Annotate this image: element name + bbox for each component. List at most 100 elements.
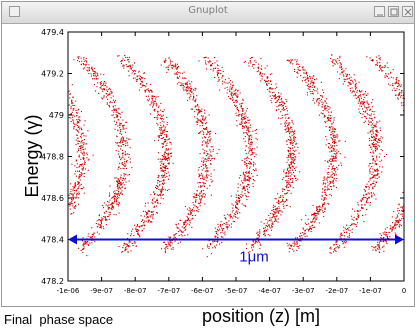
data-point [238, 115, 240, 117]
data-point [256, 146, 258, 148]
data-point [284, 102, 286, 104]
data-point [119, 122, 121, 124]
data-point [78, 177, 80, 179]
data-point [195, 100, 197, 102]
window-menu-button[interactable] [9, 6, 20, 17]
data-point [372, 59, 374, 61]
minimize-button[interactable] [374, 6, 385, 17]
data-point [138, 75, 140, 77]
data-point [153, 191, 155, 193]
data-point [200, 186, 202, 188]
data-point [106, 103, 108, 105]
data-point [74, 201, 76, 203]
data-point [217, 237, 219, 239]
data-point [386, 153, 388, 155]
data-point [402, 210, 404, 212]
data-point [248, 142, 250, 144]
data-point [335, 141, 337, 143]
data-point [195, 201, 197, 203]
data-point [86, 63, 88, 65]
data-point [249, 137, 251, 139]
data-point [122, 125, 124, 127]
data-point [342, 74, 344, 76]
data-point [103, 82, 105, 84]
data-point [245, 115, 247, 117]
close-button[interactable] [402, 6, 413, 17]
data-point [370, 146, 372, 148]
data-point [314, 220, 316, 222]
data-point [75, 185, 77, 187]
data-point [242, 194, 244, 196]
data-point [271, 101, 273, 103]
data-point [124, 250, 126, 252]
data-point [282, 197, 284, 199]
data-point [354, 210, 356, 212]
data-point [178, 231, 180, 233]
data-point [101, 88, 103, 90]
data-point [221, 227, 223, 229]
window-titlebar[interactable]: Gnuplot [2, 2, 414, 24]
data-point [324, 121, 326, 123]
data-point [217, 223, 219, 225]
data-point [368, 181, 370, 183]
data-point [229, 91, 231, 93]
data-point [192, 93, 194, 95]
data-point [247, 188, 249, 190]
data-point [257, 240, 259, 242]
data-point [364, 186, 366, 188]
data-point [125, 177, 127, 179]
data-point [257, 70, 259, 72]
data-point [140, 76, 142, 78]
data-point [248, 62, 250, 64]
data-point [396, 86, 398, 88]
data-point [381, 67, 383, 69]
data-point [292, 142, 294, 144]
data-point [163, 60, 165, 62]
data-point [166, 168, 168, 170]
data-point [200, 174, 202, 176]
data-point [313, 213, 315, 215]
data-point [330, 174, 332, 176]
data-point [226, 228, 228, 230]
maximize-button[interactable] [388, 6, 399, 17]
data-point [166, 124, 168, 126]
data-point [347, 229, 349, 231]
data-point [248, 177, 250, 179]
data-point [290, 246, 292, 248]
data-point [337, 58, 339, 60]
data-point [331, 160, 333, 162]
data-point [120, 131, 122, 133]
data-point [156, 188, 158, 190]
data-point [87, 244, 89, 246]
data-point [375, 123, 377, 125]
data-point [376, 174, 378, 176]
data-point [357, 215, 359, 217]
data-point [139, 75, 141, 77]
data-point [336, 151, 338, 153]
data-point [208, 247, 210, 249]
data-point [242, 186, 244, 188]
data-point [141, 225, 143, 227]
data-point [123, 152, 125, 154]
data-point [191, 91, 193, 93]
data-point [200, 202, 202, 204]
data-point [95, 76, 97, 78]
data-point [201, 130, 203, 132]
data-point [186, 215, 188, 217]
data-point [374, 160, 376, 162]
data-point [285, 117, 287, 119]
data-point [184, 229, 186, 231]
data-point [82, 68, 84, 70]
data-point [281, 201, 283, 203]
data-point [167, 153, 169, 155]
data-point [394, 225, 396, 227]
data-point [244, 193, 246, 195]
data-point [323, 92, 325, 94]
data-point [398, 221, 400, 223]
data-point [315, 212, 317, 214]
data-point [189, 213, 191, 215]
data-point [398, 89, 400, 91]
data-point [78, 56, 80, 58]
data-point [329, 126, 331, 128]
data-point [284, 125, 286, 127]
